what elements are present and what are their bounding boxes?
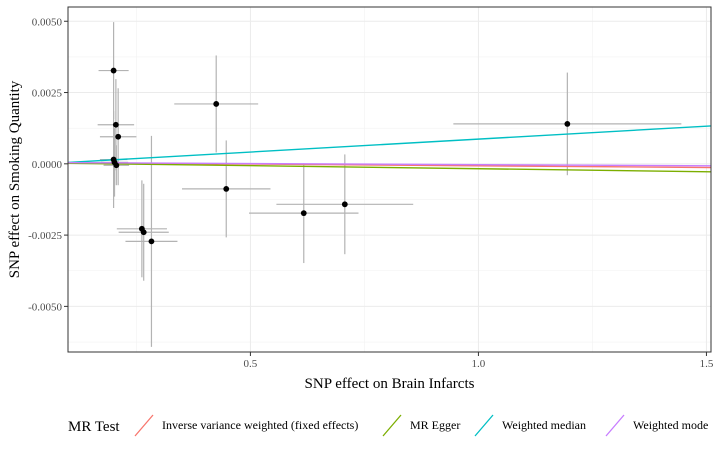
legend-entry: Weighted mode (605, 414, 708, 437)
legend-title: MR Test (68, 419, 120, 435)
y-tick-label: -0.0025 (28, 230, 62, 242)
legend-entry: MR Egger (382, 414, 460, 437)
y-tick-label: 0.0000 (32, 159, 63, 171)
x-tick-label: 1.5 (700, 358, 714, 370)
y-tick-label: 0.0050 (32, 16, 63, 28)
data-point (113, 162, 120, 169)
data-point (110, 67, 117, 74)
x-axis-label: SNP effect on Brain Infarcts (305, 376, 475, 392)
legend-key (134, 414, 154, 437)
regression-line (67, 125, 712, 164)
regression-lines (67, 125, 712, 173)
legend: MR Test Inverse variance weighted (fixed… (68, 414, 708, 437)
legend-key (474, 414, 494, 437)
legend-key (605, 414, 625, 437)
data-point (341, 201, 348, 208)
y-tick-label: 0.0025 (32, 88, 63, 100)
grid-minor (68, 7, 711, 352)
regression-line (67, 162, 712, 173)
y-axis-label: SNP effect on Smoking Quantity (7, 80, 23, 278)
data-point (112, 121, 119, 128)
data-point (300, 210, 307, 217)
data-point (213, 101, 220, 107)
data-point (140, 229, 147, 236)
data-point (148, 238, 155, 245)
legend-key (382, 414, 402, 437)
legend-label: Inverse variance weighted (fixed effects… (162, 418, 358, 432)
legend-label: Weighted median (502, 418, 586, 432)
panel-border (67, 6, 712, 353)
y-tick-label: -0.0050 (28, 301, 62, 313)
data-points (110, 67, 571, 245)
legend-label: MR Egger (410, 418, 460, 432)
x-axis-ticks: 0.5 1.0 1.5 (244, 352, 714, 370)
regression-line (67, 161, 712, 167)
x-tick-label: 1.0 (472, 358, 486, 370)
data-point (223, 186, 230, 192)
y-axis-ticks: -0.0050 -0.0025 0.0000 0.0025 0.0050 (28, 16, 68, 313)
data-point (115, 133, 122, 140)
legend-entry: Inverse variance weighted (fixed effects… (134, 414, 358, 437)
legend-entry: Weighted median (474, 414, 586, 437)
legend-label: Weighted mode (633, 418, 708, 432)
panel-background (68, 7, 711, 352)
x-tick-label: 0.5 (244, 358, 258, 370)
data-point (564, 121, 571, 127)
